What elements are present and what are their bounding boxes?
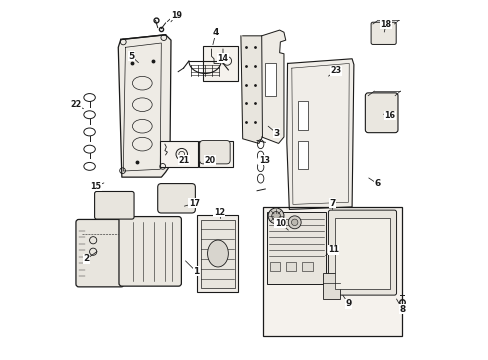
- Bar: [265, 63, 276, 96]
- FancyBboxPatch shape: [94, 192, 134, 219]
- Text: 3: 3: [273, 129, 279, 138]
- Bar: [297, 140, 307, 169]
- Bar: [263, 207, 402, 336]
- Text: 10: 10: [274, 219, 285, 228]
- Text: 6: 6: [373, 179, 380, 188]
- Text: 8: 8: [398, 305, 405, 314]
- FancyBboxPatch shape: [328, 210, 396, 295]
- Circle shape: [267, 208, 284, 224]
- Ellipse shape: [207, 240, 228, 267]
- FancyBboxPatch shape: [370, 22, 395, 44]
- Text: 22: 22: [70, 100, 81, 109]
- Polygon shape: [286, 59, 353, 210]
- FancyBboxPatch shape: [365, 93, 397, 133]
- Polygon shape: [261, 30, 285, 143]
- Text: 13: 13: [258, 156, 269, 165]
- Text: 21: 21: [178, 156, 189, 165]
- Text: 15: 15: [90, 182, 101, 191]
- Text: 12: 12: [213, 208, 224, 217]
- Polygon shape: [118, 35, 171, 177]
- Text: 5: 5: [128, 52, 134, 61]
- Bar: [266, 212, 325, 284]
- Text: 16: 16: [384, 111, 394, 120]
- Bar: [334, 218, 389, 289]
- Bar: [301, 262, 312, 271]
- Bar: [269, 262, 280, 271]
- Text: 18: 18: [380, 19, 391, 28]
- Text: 2: 2: [83, 255, 90, 264]
- FancyBboxPatch shape: [76, 220, 124, 287]
- Bar: [197, 215, 238, 292]
- Text: 1: 1: [193, 267, 199, 276]
- Text: 23: 23: [330, 66, 341, 75]
- Text: 17: 17: [188, 199, 200, 208]
- FancyBboxPatch shape: [119, 217, 181, 286]
- Bar: [160, 140, 198, 167]
- Bar: [285, 262, 296, 271]
- Circle shape: [291, 219, 297, 226]
- Circle shape: [287, 216, 301, 229]
- Bar: [203, 45, 238, 81]
- Circle shape: [271, 212, 280, 220]
- Bar: [201, 220, 234, 288]
- FancyBboxPatch shape: [199, 140, 230, 164]
- Polygon shape: [241, 36, 262, 143]
- Bar: [297, 101, 307, 130]
- Text: 19: 19: [170, 10, 182, 19]
- Text: 20: 20: [204, 156, 216, 165]
- Text: 4: 4: [212, 28, 219, 37]
- Bar: [198, 140, 232, 167]
- Text: 9: 9: [345, 299, 351, 308]
- Bar: [323, 273, 339, 300]
- Text: 11: 11: [327, 246, 338, 255]
- Text: 14: 14: [217, 54, 228, 63]
- FancyBboxPatch shape: [158, 184, 195, 213]
- Text: 7: 7: [328, 199, 335, 208]
